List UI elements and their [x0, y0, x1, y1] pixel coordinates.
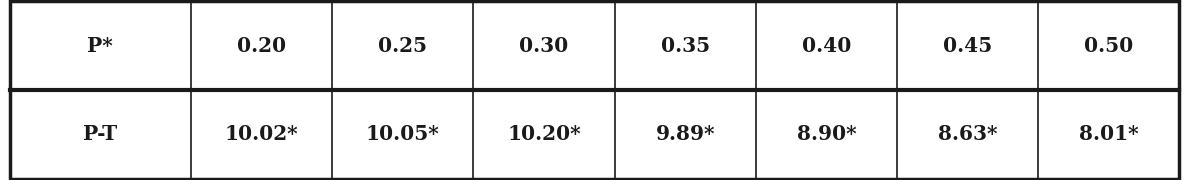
Text: 0.40: 0.40	[801, 36, 851, 56]
Text: 0.35: 0.35	[661, 36, 710, 56]
Text: 0.50: 0.50	[1084, 36, 1133, 56]
Text: 0.25: 0.25	[378, 36, 427, 56]
Text: 0.20: 0.20	[237, 36, 287, 56]
Text: 10.05*: 10.05*	[366, 124, 440, 144]
Text: 10.20*: 10.20*	[508, 124, 580, 144]
Text: 8.01*: 8.01*	[1080, 124, 1139, 144]
Text: 8.63*: 8.63*	[938, 124, 998, 144]
Text: 0.30: 0.30	[520, 36, 568, 56]
Text: 8.90*: 8.90*	[797, 124, 856, 144]
Text: P-T: P-T	[83, 124, 118, 144]
Text: 10.02*: 10.02*	[225, 124, 298, 144]
Text: P*: P*	[87, 36, 113, 56]
Text: 0.45: 0.45	[943, 36, 993, 56]
Text: 9.89*: 9.89*	[655, 124, 715, 144]
